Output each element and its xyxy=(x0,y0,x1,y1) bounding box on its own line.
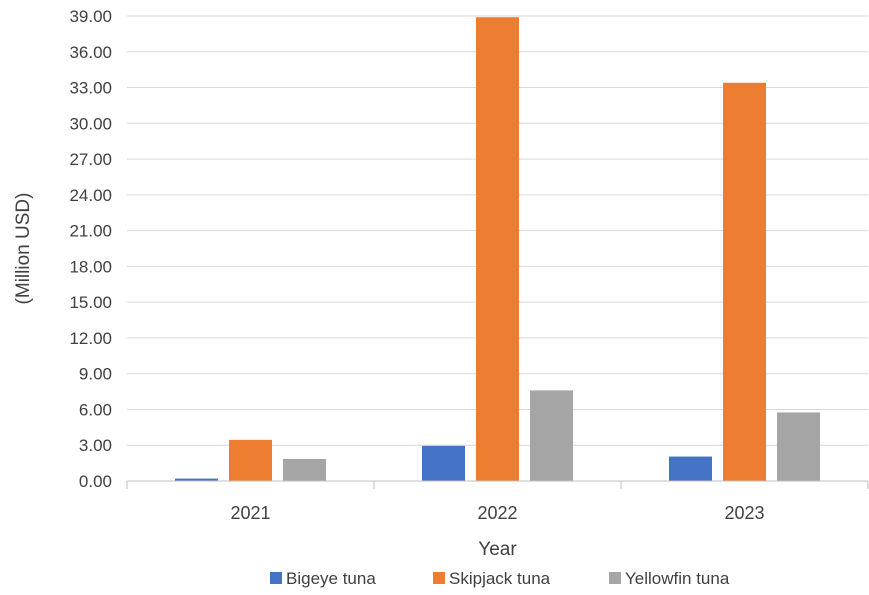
y-tick-label: 33.00 xyxy=(69,79,112,98)
bar-bigeye-tuna-2021 xyxy=(175,478,218,481)
bar-bigeye-tuna-2023 xyxy=(669,456,712,481)
bar-skipjack-tuna-2021 xyxy=(229,439,272,481)
x-category-label: 2022 xyxy=(477,503,517,523)
legend-label: Bigeye tuna xyxy=(286,569,376,588)
y-axis-title: (Million USD) xyxy=(13,193,34,305)
legend-swatch xyxy=(433,572,445,584)
y-tick-label: 6.00 xyxy=(79,400,112,419)
legend-label: Skipjack tuna xyxy=(449,569,551,588)
y-tick-label: 18.00 xyxy=(69,257,112,276)
x-category-label: 2021 xyxy=(230,503,270,523)
y-tick-label: 36.00 xyxy=(69,43,112,62)
legend-item: Bigeye tuna xyxy=(270,569,376,588)
x-axis-title: Year xyxy=(478,539,517,560)
legend-swatch xyxy=(270,572,282,584)
bar-bigeye-tuna-2022 xyxy=(422,445,465,481)
x-axis-ticks xyxy=(126,481,869,489)
bar-skipjack-tuna-2023 xyxy=(723,82,766,482)
y-axis-tick-labels: 0.00 3.00 6.00 9.00 12.00 15.00 18.00 21.00 24.0… xyxy=(69,7,112,491)
bar-yellowfin-tuna-2021 xyxy=(283,458,326,481)
y-tick-label: 30.00 xyxy=(69,114,112,133)
y-tick-label: 12.00 xyxy=(69,329,112,348)
y-tick-label: 39.00 xyxy=(69,7,112,26)
bar-skipjack-tuna-2022 xyxy=(476,17,519,481)
legend-item: Yellowfin tuna xyxy=(609,569,730,588)
bars xyxy=(175,17,820,482)
bar-yellowfin-tuna-2022 xyxy=(530,390,573,481)
legend-swatch xyxy=(609,572,621,584)
x-axis-category-labels: 2021 2022 2023 xyxy=(230,503,764,523)
y-tick-label: 15.00 xyxy=(69,293,112,312)
y-tick-label: 27.00 xyxy=(69,150,112,169)
y-tick-label: 0.00 xyxy=(79,472,112,491)
x-category-label: 2023 xyxy=(724,503,764,523)
bar-yellowfin-tuna-2023 xyxy=(777,412,820,481)
legend-label: Yellowfin tuna xyxy=(625,569,730,588)
legend-item: Skipjack tuna xyxy=(433,569,551,588)
y-tick-label: 21.00 xyxy=(69,222,112,241)
y-tick-label: 3.00 xyxy=(79,436,112,455)
y-tick-label: 9.00 xyxy=(79,365,112,384)
legend: Bigeye tuna Skipjack tuna Yellowfin tuna xyxy=(270,569,730,588)
y-tick-label: 24.00 xyxy=(69,186,112,205)
